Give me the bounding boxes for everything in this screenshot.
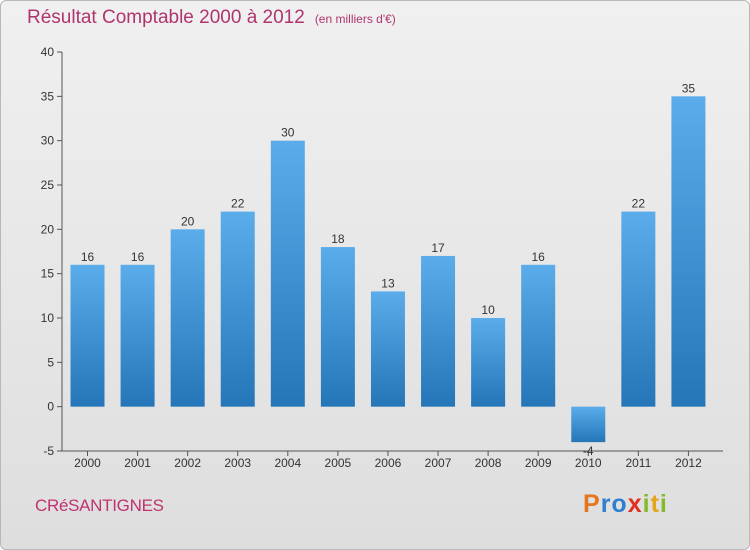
bar-2003: [220, 211, 255, 407]
y-tick-label: 40: [41, 45, 55, 59]
x-tick-label: 2008: [475, 456, 502, 470]
logo-letter: P: [583, 490, 601, 518]
chart-title-unit: (en milliers d'€): [314, 12, 396, 26]
y-tick-label: 20: [41, 222, 55, 236]
bar-value-label: 16: [81, 250, 95, 264]
bar-value-label: 17: [431, 241, 445, 255]
x-tick-label: 2002: [174, 456, 201, 470]
x-tick-label: 2011: [625, 456, 651, 470]
proxiti-logo[interactable]: Proxiti: [583, 490, 668, 519]
bar-value-label: 35: [682, 81, 696, 95]
logo-letter: i: [659, 490, 668, 518]
y-tick-label: 35: [41, 89, 55, 103]
bar-value-label: 16: [131, 250, 145, 264]
bar-2008: [471, 318, 506, 407]
bar-2004: [270, 140, 305, 407]
bar-2010: [571, 406, 606, 443]
logo-letter: o: [611, 490, 628, 518]
chart-title: Résultat Comptable 2000 à 2012 (en millie…: [27, 7, 396, 29]
bar-value-label: 10: [481, 303, 495, 317]
bar-2011: [621, 211, 656, 407]
bar-value-label: 22: [231, 197, 245, 211]
x-tick-label: 2001: [124, 456, 151, 470]
bar-value-label: 20: [181, 214, 195, 228]
bar-2006: [370, 291, 405, 407]
bar-2002: [170, 229, 205, 407]
y-tick-label: 0: [47, 400, 54, 414]
y-tick-label: 30: [41, 134, 55, 148]
x-tick-label: 2007: [425, 456, 452, 470]
bar-2005: [320, 247, 355, 407]
bar-value-label: 16: [532, 250, 546, 264]
bar-2012: [671, 96, 706, 407]
x-tick-label: 2000: [74, 456, 101, 470]
y-tick-label: -5: [43, 444, 54, 458]
x-tick-label: 2003: [224, 456, 251, 470]
x-tick-label: 2009: [525, 456, 552, 470]
x-tick-label: 2010: [575, 456, 602, 470]
bar-value-label: 18: [331, 232, 345, 246]
logo-letter: r: [600, 490, 612, 518]
commune-name: CRéSANTIGNES: [35, 496, 164, 515]
chart-title-main: Résultat Comptable 2000 à 2012: [27, 7, 305, 28]
bar-2007: [421, 255, 456, 407]
bar-value-label: 13: [381, 276, 395, 290]
bar-value-label: -4: [583, 444, 594, 458]
y-tick-label: 10: [41, 311, 55, 325]
bar-value-label: 30: [281, 126, 295, 140]
x-tick-label: 2012: [675, 456, 702, 470]
y-tick-label: 15: [41, 267, 55, 281]
bar-2001: [120, 264, 155, 407]
bar-2000: [70, 264, 105, 407]
y-tick-label: 25: [41, 178, 55, 192]
x-tick-label: 2006: [375, 456, 402, 470]
x-tick-label: 2005: [325, 456, 352, 470]
bar-value-label: 22: [632, 197, 646, 211]
y-tick-label: 5: [47, 355, 54, 369]
x-tick-label: 2004: [274, 456, 301, 470]
logo-letter: i: [642, 490, 651, 518]
logo-letter: x: [627, 490, 643, 518]
logo-letter: t: [650, 490, 660, 518]
bar-2009: [521, 264, 556, 407]
